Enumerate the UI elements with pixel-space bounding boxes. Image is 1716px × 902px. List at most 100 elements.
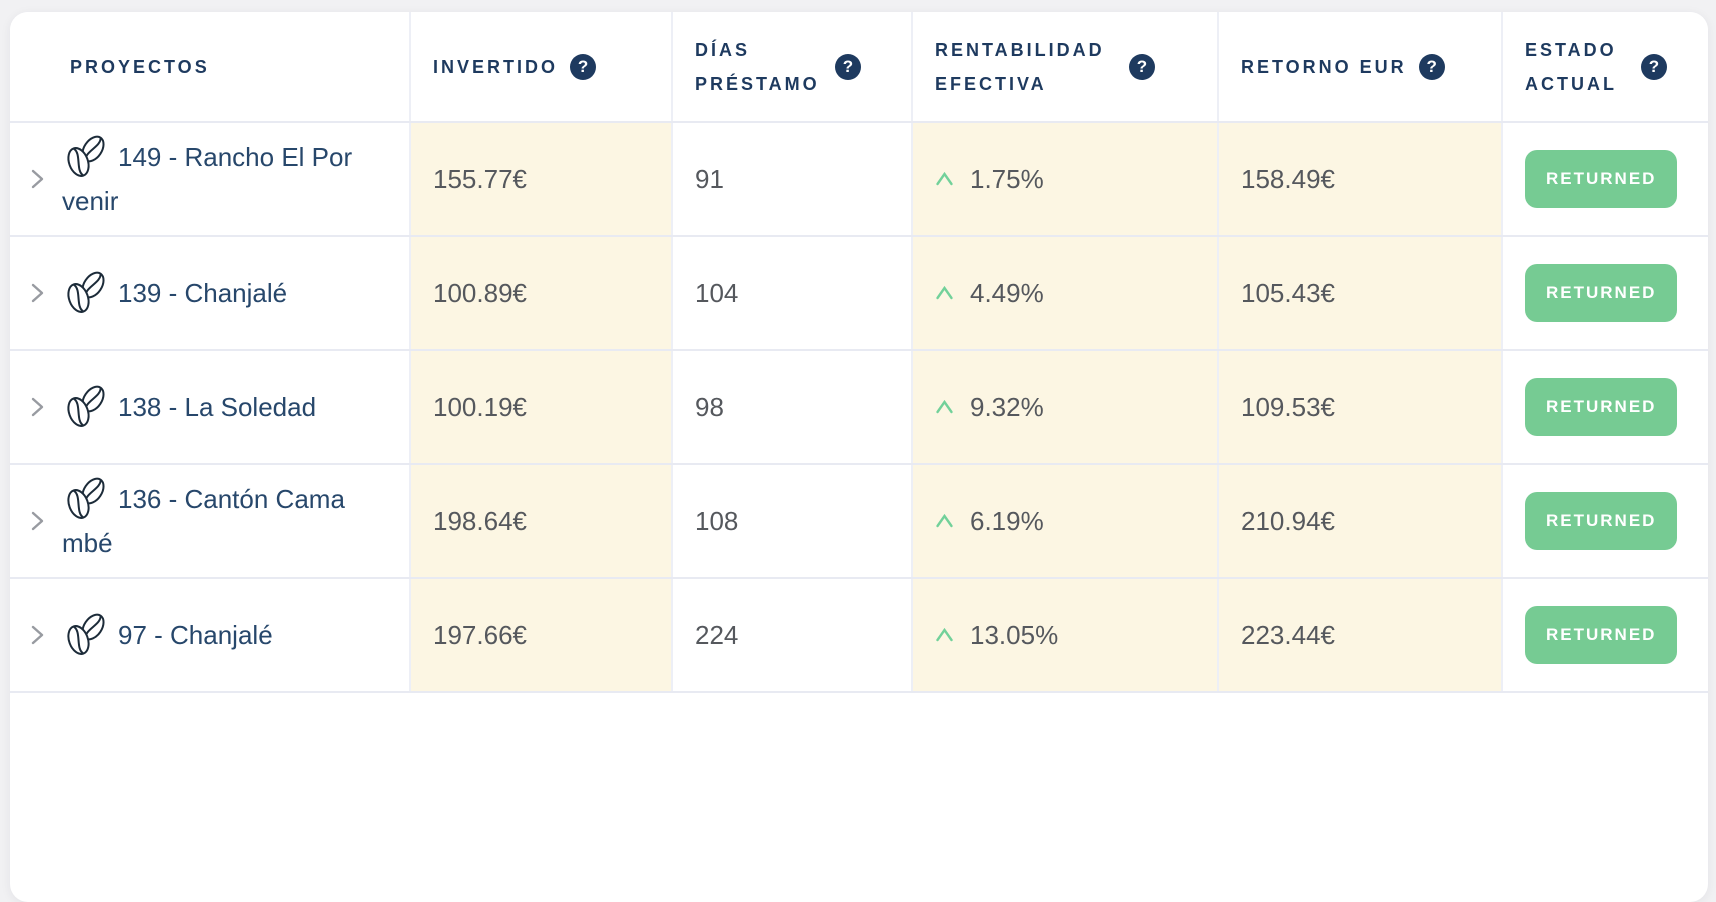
chevron-right-icon[interactable] [28, 168, 48, 190]
effective-return-cell: 9.32% [912, 350, 1219, 465]
invested-cell: 100.19€ [410, 350, 673, 465]
project-link[interactable]: 138 - La Soledad [62, 383, 354, 430]
invested-value: 198.64€ [433, 505, 527, 536]
return-eur-value: 105.43€ [1241, 277, 1335, 308]
return-eur-cell: 109.53€ [1218, 350, 1503, 465]
table-header-row: PROYECTOS INVERTIDO ? DÍAS PRÉSTAMO ? [10, 12, 1708, 123]
project-row[interactable]: 138 - La Soledad 100.19€ 98 9.32% 109.53… [10, 350, 1708, 465]
effective-return-value: 6.19% [970, 505, 1044, 536]
project-cell: 136 - Cantón Camambé [10, 464, 411, 579]
invested-value: 100.19€ [433, 391, 527, 422]
project-cell: 139 - Chanjalé [10, 236, 411, 351]
loan-days-value: 108 [695, 505, 739, 536]
status-badge: RETURNED [1525, 378, 1678, 436]
return-eur-value: 158.49€ [1241, 163, 1335, 194]
return-eur-value: 210.94€ [1241, 505, 1335, 536]
loan-days-value: 98 [695, 391, 724, 422]
loan-days-value: 104 [695, 277, 739, 308]
column-header-proyectos: PROYECTOS [10, 12, 411, 123]
invested-value: 197.66€ [433, 619, 527, 650]
effective-return-value: 4.49% [970, 277, 1044, 308]
coffee-beans-icon [63, 611, 109, 658]
status-cell: RETURNED [1502, 578, 1708, 693]
status-badge: RETURNED [1525, 150, 1678, 208]
caret-up-icon [935, 627, 954, 643]
chevron-right-icon[interactable] [28, 624, 48, 646]
column-header-label: PROYECTOS [70, 56, 210, 77]
project-link[interactable]: 136 - Cantón Camambé [62, 475, 354, 565]
column-header-retorno-eur: RETORNO EUR ? [1218, 12, 1503, 123]
question-mark-icon[interactable]: ? [570, 53, 597, 80]
status-cell: RETURNED [1502, 464, 1708, 579]
project-link[interactable]: 149 - Rancho El Porvenir [62, 133, 354, 223]
column-header-label: ESTADO ACTUAL [1525, 39, 1617, 94]
caret-up-icon [935, 513, 954, 529]
invested-value: 155.77€ [433, 163, 527, 194]
invested-value: 100.89€ [433, 277, 527, 308]
effective-return-value: 13.05% [970, 619, 1059, 650]
project-name: 136 - Cantón Camambé [62, 483, 345, 559]
status-badge: RETURNED [1525, 606, 1678, 664]
loan-days-cell: 104 [672, 236, 913, 351]
project-link[interactable]: 97 - Chanjalé [62, 611, 354, 658]
projects-table: PROYECTOS INVERTIDO ? DÍAS PRÉSTAMO ? [10, 12, 1708, 693]
status-badge: RETURNED [1525, 264, 1678, 322]
return-eur-cell: 223.44€ [1218, 578, 1503, 693]
question-mark-icon[interactable]: ? [1129, 53, 1155, 80]
return-eur-value: 223.44€ [1241, 619, 1335, 650]
question-mark-icon[interactable]: ? [835, 53, 861, 80]
project-cell: 138 - La Soledad [10, 350, 411, 465]
caret-up-icon [935, 285, 954, 301]
caret-up-icon [935, 399, 954, 415]
loan-days-cell: 224 [672, 578, 913, 693]
return-eur-cell: 158.49€ [1218, 122, 1503, 237]
return-eur-cell: 105.43€ [1218, 236, 1503, 351]
project-row[interactable]: 97 - Chanjalé 197.66€ 224 13.05% 223.44€… [10, 578, 1708, 693]
project-cell: 149 - Rancho El Porvenir [10, 122, 411, 237]
effective-return-cell: 1.75% [912, 122, 1219, 237]
return-eur-value: 109.53€ [1241, 391, 1335, 422]
project-row[interactable]: 136 - Cantón Camambé 198.64€ 108 6.19% 2… [10, 464, 1708, 579]
chevron-right-icon[interactable] [28, 282, 48, 304]
status-cell: RETURNED [1502, 122, 1708, 237]
column-header-label: INVERTIDO [433, 56, 559, 77]
loan-days-cell: 98 [672, 350, 913, 465]
invested-cell: 155.77€ [410, 122, 673, 237]
invested-cell: 197.66€ [410, 578, 673, 693]
return-eur-cell: 210.94€ [1218, 464, 1503, 579]
invested-cell: 100.89€ [410, 236, 673, 351]
effective-return-cell: 13.05% [912, 578, 1219, 693]
coffee-beans-icon [63, 133, 109, 180]
chevron-right-icon[interactable] [28, 396, 48, 418]
coffee-beans-icon [63, 383, 109, 430]
column-header-rentabilidad-efectiva: RENTABILIDAD EFECTIVA ? [912, 12, 1219, 123]
projects-table-card: PROYECTOS INVERTIDO ? DÍAS PRÉSTAMO ? [10, 12, 1708, 902]
question-mark-icon[interactable]: ? [1641, 53, 1667, 80]
status-badge: RETURNED [1525, 492, 1678, 550]
column-header-label: RETORNO EUR [1241, 56, 1407, 77]
invested-cell: 198.64€ [410, 464, 673, 579]
column-header-invertido: INVERTIDO ? [410, 12, 673, 123]
project-row[interactable]: 139 - Chanjalé 100.89€ 104 4.49% 105.43€… [10, 236, 1708, 351]
effective-return-cell: 4.49% [912, 236, 1219, 351]
project-name: 139 - Chanjalé [118, 277, 288, 308]
column-header-dias-prestamo: DÍAS PRÉSTAMO ? [672, 12, 913, 123]
project-link[interactable]: 139 - Chanjalé [62, 269, 354, 316]
caret-up-icon [935, 171, 954, 187]
question-mark-icon[interactable]: ? [1418, 53, 1445, 80]
column-header-estado-actual: ESTADO ACTUAL ? [1502, 12, 1708, 123]
coffee-beans-icon [63, 269, 109, 316]
project-name: 149 - Rancho El Porvenir [62, 141, 353, 217]
column-header-label: DÍAS PRÉSTAMO [695, 39, 820, 94]
chevron-right-icon[interactable] [28, 510, 48, 532]
effective-return-value: 9.32% [970, 391, 1044, 422]
status-cell: RETURNED [1502, 236, 1708, 351]
project-name: 138 - La Soledad [118, 391, 317, 422]
project-row[interactable]: 149 - Rancho El Porvenir 155.77€ 91 1.75… [10, 122, 1708, 237]
loan-days-cell: 91 [672, 122, 913, 237]
loan-days-cell: 108 [672, 464, 913, 579]
coffee-beans-icon [63, 475, 109, 522]
effective-return-cell: 6.19% [912, 464, 1219, 579]
project-cell: 97 - Chanjalé [10, 578, 411, 693]
loan-days-value: 224 [695, 619, 739, 650]
